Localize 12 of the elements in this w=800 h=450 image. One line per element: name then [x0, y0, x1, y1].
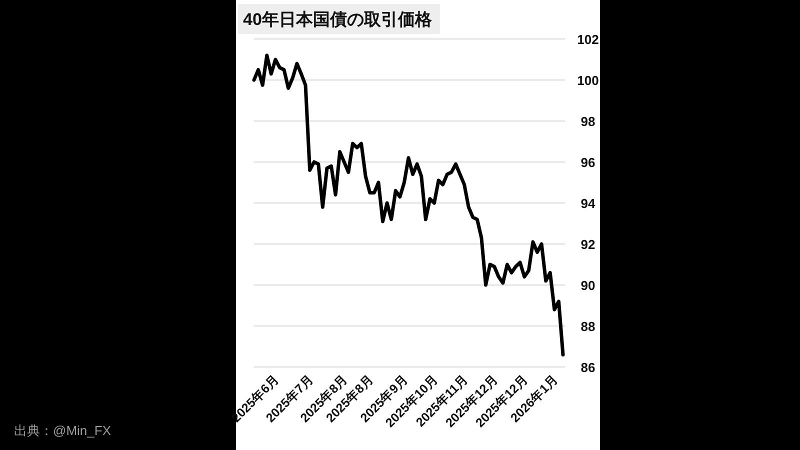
- y-tick-label: 90: [580, 278, 596, 293]
- y-tick-label: 92: [580, 237, 596, 252]
- line-series: [252, 54, 565, 356]
- source-note: 出典：@Min_FX: [14, 423, 112, 438]
- y-tick-label: 98: [580, 114, 596, 129]
- y-tick-label: 94: [580, 196, 596, 211]
- y-tick-label: 88: [580, 319, 596, 334]
- y-tick-label: 102: [577, 32, 599, 47]
- y-tick-label: 96: [580, 155, 596, 170]
- y-tick-label: 86: [580, 360, 596, 375]
- y-tick-label: 100: [577, 73, 599, 88]
- chart-title: 40年日本国債の取引価格: [243, 10, 433, 29]
